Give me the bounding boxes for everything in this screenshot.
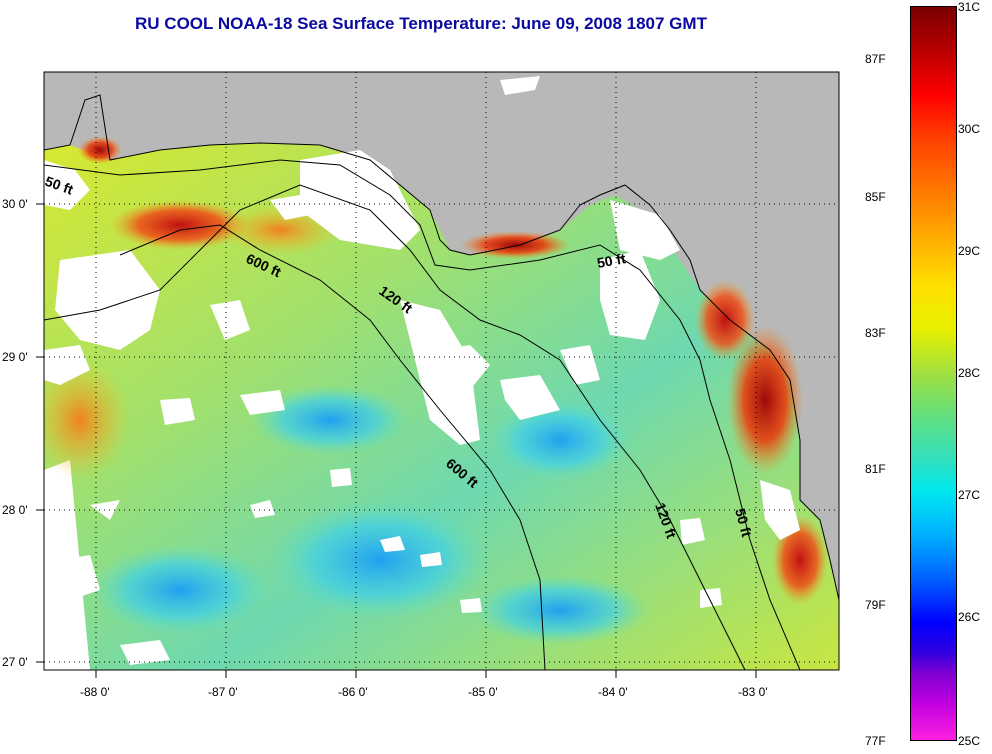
contour-600ft xyxy=(119,224,546,670)
celsius-label: 31C xyxy=(958,0,981,14)
fahrenheit-label: 81F xyxy=(865,462,886,476)
lon-tick-label: -88 0' xyxy=(80,685,110,699)
lon-tick-label: -86 0' xyxy=(338,685,368,699)
contour-label: 50 ft xyxy=(732,507,755,539)
celsius-label: 30C xyxy=(958,122,981,136)
lat-tick-label: 27 0' xyxy=(2,655,28,669)
celsius-label: 26C xyxy=(958,610,981,624)
fahrenheit-label: 79F xyxy=(865,598,886,612)
lon-tick-label: -83 0' xyxy=(738,685,768,699)
lon-tick-label: -84 0' xyxy=(598,685,628,699)
contour-50ft xyxy=(44,159,801,670)
coastline xyxy=(44,94,839,601)
celsius-label: 27C xyxy=(958,488,981,502)
lat-tick-label: 29 0' xyxy=(2,350,28,364)
celsius-label: 28C xyxy=(958,366,981,380)
temperature-colorbar xyxy=(910,6,957,741)
map-title: RU COOL NOAA-18 Sea Surface Temperature:… xyxy=(135,14,707,33)
fahrenheit-label: 77F xyxy=(865,734,886,748)
fahrenheit-label: 83F xyxy=(865,326,886,340)
celsius-label: 29C xyxy=(958,244,981,258)
fahrenheit-label: 85F xyxy=(865,190,886,204)
map-frame xyxy=(43,71,840,671)
fahrenheit-label: 87F xyxy=(865,52,886,66)
contour-120ft xyxy=(44,184,746,670)
contour-label: 50 ft xyxy=(596,250,627,271)
celsius-label: 25C xyxy=(958,734,981,748)
sst-map: 50 ft 600 ft 120 ft 50 ft 600 ft 120 ft … xyxy=(2,71,840,699)
lat-tick-label: 30 0' xyxy=(2,197,28,211)
lon-tick-label: -85 0' xyxy=(468,685,498,699)
lat-tick-label: 28 0' xyxy=(2,503,28,517)
lon-tick-label: -87 0' xyxy=(208,685,238,699)
